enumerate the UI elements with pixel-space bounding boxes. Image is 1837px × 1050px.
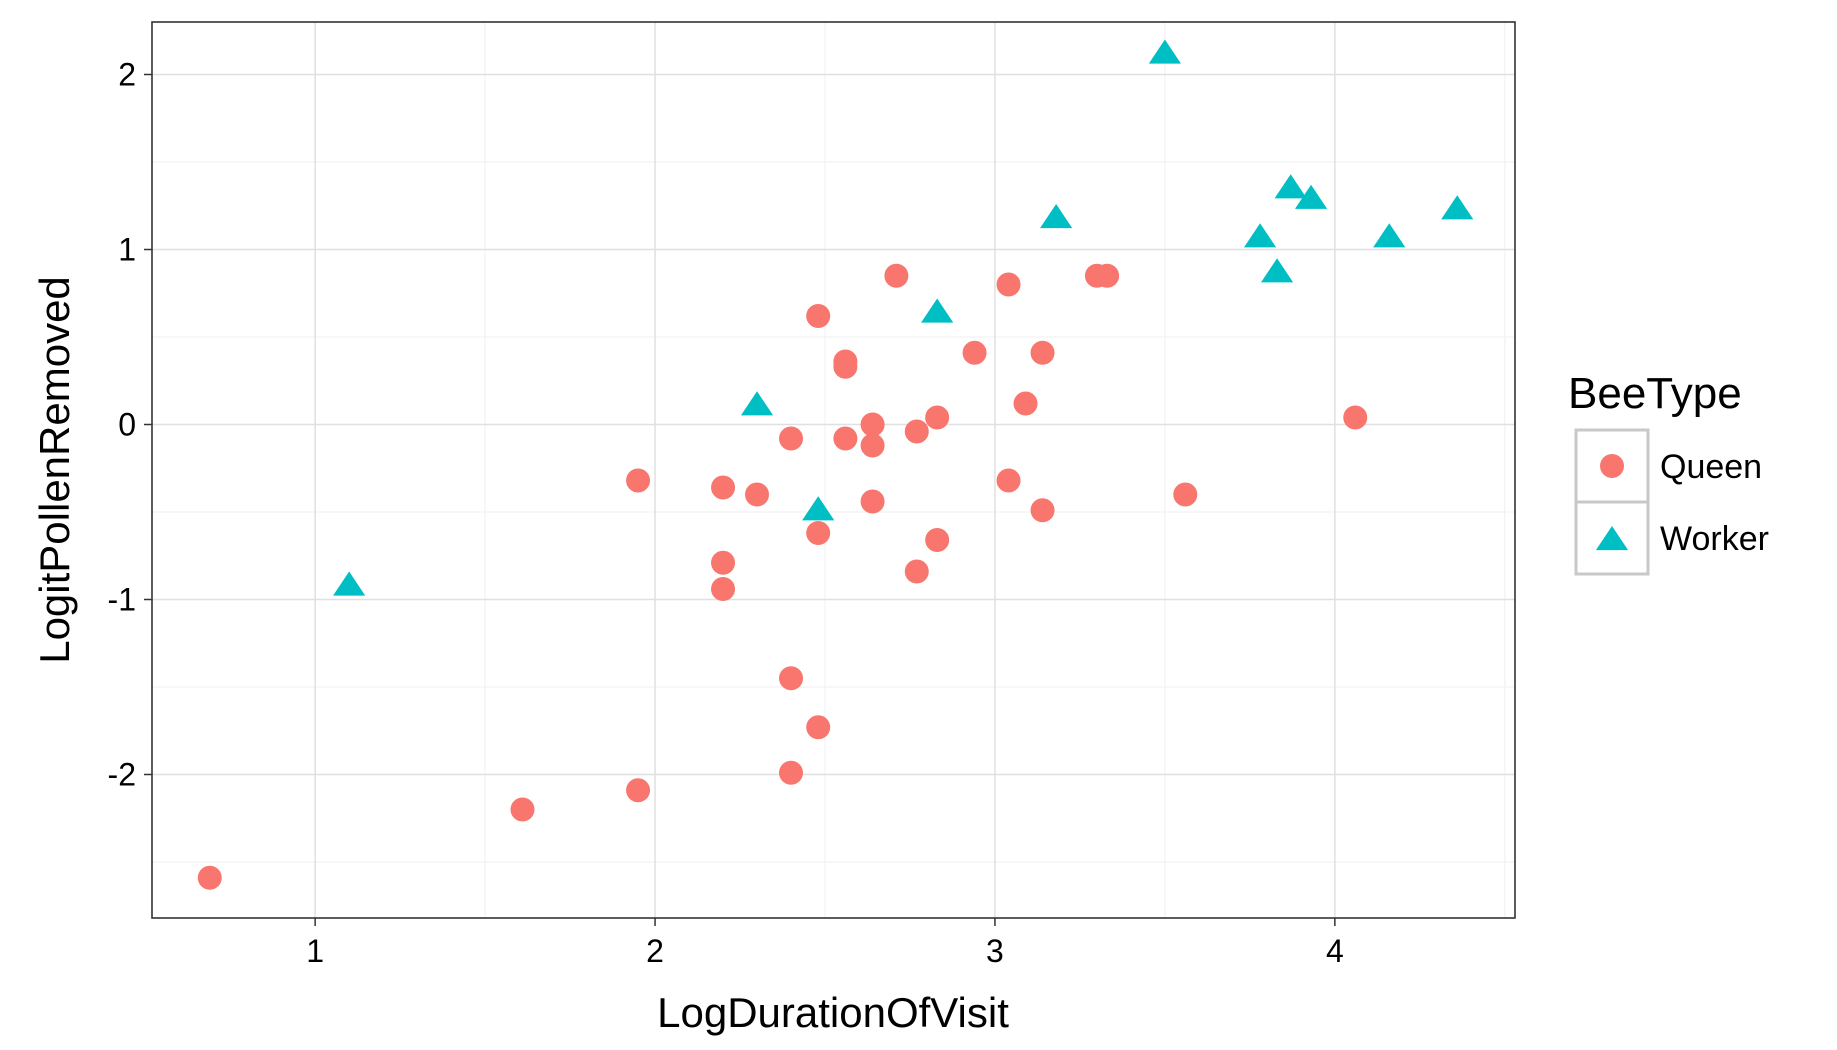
plot-border: [151, 21, 1516, 919]
point-queen: [884, 263, 909, 288]
point-queen: [962, 340, 987, 365]
point-queen: [833, 426, 858, 451]
legend-item-worker: Worker: [1574, 500, 1769, 576]
point-queen: [860, 489, 885, 514]
point-queen: [925, 528, 950, 552]
point-queen: [806, 715, 831, 740]
x-axis: 1 2 3 4: [306, 918, 1344, 969]
legend-marker-worker: [1595, 526, 1629, 551]
point-queen: [1030, 498, 1055, 523]
legend: BeeType Queen Worker: [1568, 369, 1769, 576]
y-tick-label: 0: [118, 407, 136, 443]
legend-label: Queen: [1660, 448, 1762, 486]
point-queen: [904, 419, 929, 444]
y-axis-title: LogitPollenRemoved: [31, 276, 78, 664]
point-queen: [711, 577, 736, 601]
legend-marker-queen: [1600, 454, 1624, 478]
point-queen: [197, 865, 222, 890]
series-worker: [333, 39, 1474, 596]
point-worker: [740, 391, 774, 416]
plot-background: [152, 22, 1515, 918]
point-worker: [1243, 223, 1277, 248]
y-tick-label: -2: [108, 757, 136, 793]
point-queen: [1173, 482, 1198, 507]
x-tick-label: 1: [306, 933, 324, 969]
point-worker: [802, 496, 835, 521]
legend-title: BeeType: [1568, 369, 1742, 418]
point-queen: [711, 550, 736, 575]
legend-items: Queen Worker: [1574, 428, 1769, 576]
point-queen: [996, 468, 1021, 493]
point-worker: [1373, 223, 1406, 248]
point-queen: [806, 521, 831, 545]
point-worker: [1274, 174, 1307, 199]
point-worker: [1294, 184, 1328, 209]
point-queen: [996, 272, 1021, 297]
point-worker: [333, 571, 366, 596]
point-queen: [1013, 391, 1038, 416]
point-queen: [711, 475, 736, 500]
point-queen: [779, 426, 804, 451]
plot-panel: [151, 21, 1516, 919]
y-tick-label: 2: [118, 57, 136, 93]
point-worker: [1441, 195, 1474, 220]
y-tick-label: -1: [108, 582, 136, 618]
legend-label: Worker: [1660, 520, 1769, 558]
point-queen: [925, 405, 950, 430]
point-queen: [779, 666, 804, 691]
point-worker: [1040, 204, 1073, 229]
y-tick-label: 1: [118, 232, 136, 268]
point-queen: [1095, 263, 1120, 288]
grid-minor: [152, 22, 1515, 918]
y-axis: -2 -1 0 1 2: [108, 57, 152, 793]
point-queen: [860, 433, 885, 458]
grid-major: [152, 22, 1515, 918]
data-points: [197, 39, 1474, 890]
point-queen: [779, 760, 804, 785]
x-tick-label: 3: [986, 933, 1004, 969]
point-queen: [860, 412, 885, 437]
point-queen: [510, 797, 535, 822]
point-queen: [1030, 340, 1055, 365]
point-worker: [1260, 258, 1294, 283]
point-queen: [833, 354, 858, 379]
legend-item-queen: Queen: [1574, 428, 1762, 504]
x-axis-title: LogDurationOfVisit: [657, 989, 1009, 1036]
x-tick-label: 2: [646, 933, 664, 969]
point-queen: [806, 304, 831, 328]
point-queen: [904, 559, 929, 584]
x-tick-label: 4: [1326, 933, 1344, 969]
point-queen: [745, 482, 770, 507]
point-queen: [1343, 405, 1368, 430]
series-queen: [197, 263, 1368, 890]
point-worker: [921, 298, 954, 323]
point-queen: [626, 468, 651, 493]
point-queen: [626, 778, 651, 803]
point-worker: [1148, 39, 1182, 64]
